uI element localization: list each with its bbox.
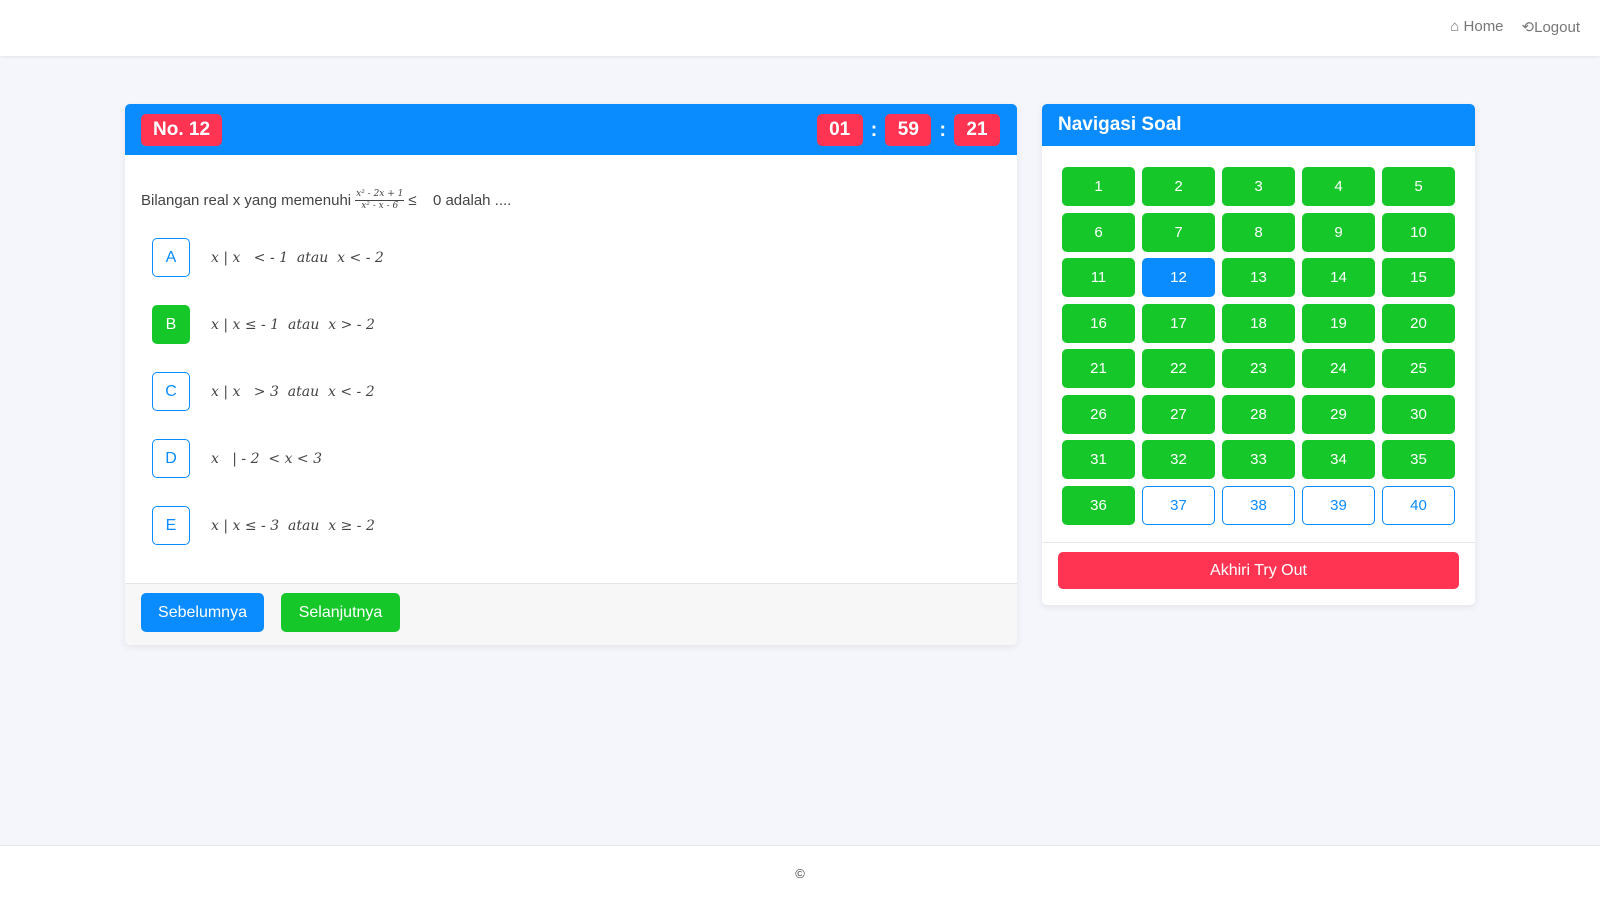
- question-nav-button-7[interactable]: 7: [1142, 212, 1215, 252]
- timer-seconds: 21: [954, 114, 1000, 146]
- question-nav-button-16[interactable]: 16: [1062, 303, 1135, 343]
- question-nav-button-11[interactable]: 11: [1062, 258, 1135, 297]
- option-e-button[interactable]: E: [152, 506, 190, 545]
- question-nav-button-25[interactable]: 25: [1382, 349, 1455, 388]
- next-button[interactable]: Selanjutnya: [281, 593, 400, 632]
- logout-icon: ⟲: [1521, 19, 1535, 36]
- question-nav-button-14[interactable]: 14: [1302, 258, 1375, 297]
- option-text: x | x ≤ - 1 atau x > - 2: [211, 316, 375, 333]
- question-nav-button-40[interactable]: 40: [1382, 485, 1455, 525]
- question-footer: Sebelumnya Selanjutnya: [125, 583, 1017, 645]
- question-nav-button-13[interactable]: 13: [1222, 258, 1295, 297]
- question-nav-button-33[interactable]: 33: [1222, 440, 1295, 479]
- question-nav-button-21[interactable]: 21: [1062, 349, 1135, 388]
- question-nav-button-39[interactable]: 39: [1302, 485, 1375, 525]
- question-nav-button-24[interactable]: 24: [1302, 349, 1375, 388]
- option-text: x | x ≤ - 3 atau x ≥ - 2: [211, 517, 375, 534]
- option-b-button[interactable]: B: [152, 305, 190, 344]
- question-nav-button-6[interactable]: 6: [1062, 212, 1135, 252]
- question-nav-button-23[interactable]: 23: [1222, 349, 1295, 388]
- question-nav-button-35[interactable]: 35: [1382, 440, 1455, 479]
- question-nav-button-20[interactable]: 20: [1382, 303, 1455, 343]
- question-nav-button-17[interactable]: 17: [1142, 303, 1215, 343]
- question-nav-button-34[interactable]: 34: [1302, 440, 1375, 479]
- option-a-button[interactable]: A: [152, 238, 190, 277]
- question-nav-button-30[interactable]: 30: [1382, 394, 1455, 434]
- nav-links: ⌂ Home ⟲Logout: [1450, 18, 1580, 36]
- question-nav-button-4[interactable]: 4: [1302, 167, 1375, 206]
- question-nav-button-12[interactable]: 12: [1142, 258, 1215, 297]
- question-nav-button-2[interactable]: 2: [1142, 167, 1215, 206]
- top-navbar: ⌂ Home ⟲Logout: [0, 0, 1600, 56]
- question-number-badge: No. 12: [141, 114, 223, 146]
- timer-minutes: 59: [885, 114, 932, 146]
- question-nav-button-19[interactable]: 19: [1302, 303, 1375, 343]
- question-card: No. 12 01 : 59 : 21 Bilangan real x yang…: [125, 104, 1017, 645]
- option-c-button[interactable]: C: [152, 372, 190, 411]
- countdown-timer: 01 : 59 : 21: [816, 114, 1000, 146]
- question-nav-button-10[interactable]: 10: [1382, 212, 1455, 252]
- question-navigation-card: Navigasi Soal 1 2 3 4 5 6 7 8 9 10 11 12 13 14 15 16 17 1…: [1042, 104, 1475, 605]
- home-link[interactable]: ⌂ Home: [1450, 18, 1504, 35]
- question-nav-button-5[interactable]: 5: [1382, 167, 1455, 206]
- option-d-button[interactable]: D: [152, 439, 190, 478]
- question-nav-button-32[interactable]: 32: [1142, 440, 1215, 479]
- question-nav-button-38[interactable]: 38: [1222, 485, 1295, 525]
- option-text: x | x > 3 atau x < - 2: [211, 383, 375, 400]
- question-nav-button-27[interactable]: 27: [1142, 394, 1215, 434]
- option-text: x | x < - 1 atau x < - 2: [211, 249, 384, 266]
- question-nav-button-8[interactable]: 8: [1222, 212, 1295, 252]
- question-nav-button-29[interactable]: 29: [1302, 394, 1375, 434]
- question-text: Bilangan real x yang memenuhi x² - 2x + …: [141, 189, 512, 211]
- divider: [1042, 542, 1475, 543]
- question-nav-button-22[interactable]: 22: [1142, 349, 1215, 388]
- question-nav-button-15[interactable]: 15: [1382, 258, 1455, 297]
- end-tryout-button[interactable]: Akhiri Try Out: [1058, 552, 1459, 589]
- option-text: x | - 2 < x < 3: [211, 450, 323, 467]
- previous-button[interactable]: Sebelumnya: [141, 593, 264, 632]
- question-grid: 1 2 3 4 5 6 7 8 9 10 11 12 13 14 15 16 17 18 19 20 21 22 23 24 2…: [1062, 167, 1455, 525]
- question-nav-button-37[interactable]: 37: [1142, 485, 1215, 525]
- question-nav-button-1[interactable]: 1: [1062, 167, 1135, 206]
- question-nav-button-3[interactable]: 3: [1222, 167, 1295, 206]
- timer-separator: :: [870, 118, 878, 141]
- home-icon: ⌂: [1450, 18, 1460, 35]
- question-nav-button-31[interactable]: 31: [1062, 440, 1135, 479]
- fraction: x² - 2x + 1 x² - x - 6: [355, 189, 405, 211]
- timer-separator: :: [939, 118, 946, 141]
- question-nav-button-28[interactable]: 28: [1222, 394, 1295, 434]
- question-nav-button-18[interactable]: 18: [1222, 303, 1295, 343]
- logout-link[interactable]: ⟲Logout: [1521, 19, 1580, 36]
- navigation-title: Navigasi Soal: [1042, 104, 1475, 146]
- question-nav-button-9[interactable]: 9: [1302, 212, 1375, 252]
- footer: ©: [0, 845, 1600, 900]
- question-header: No. 12 01 : 59 : 21: [125, 104, 1017, 155]
- question-nav-button-26[interactable]: 26: [1062, 394, 1135, 434]
- question-nav-button-36[interactable]: 36: [1062, 485, 1135, 525]
- timer-hours: 01: [816, 114, 863, 146]
